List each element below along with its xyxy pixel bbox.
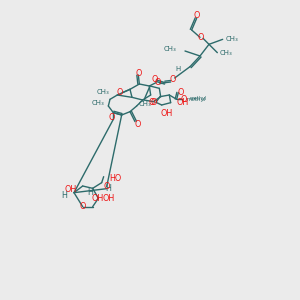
Text: OH: OH xyxy=(92,194,104,203)
Text: O: O xyxy=(169,76,176,85)
Text: CH₃: CH₃ xyxy=(97,89,109,95)
Text: OH: OH xyxy=(176,98,189,107)
Text: O: O xyxy=(152,76,158,85)
Text: H: H xyxy=(176,66,181,72)
Text: O: O xyxy=(151,98,157,107)
Text: O: O xyxy=(198,33,204,42)
Text: O: O xyxy=(135,120,141,129)
Text: O: O xyxy=(135,68,142,77)
Text: CH₃: CH₃ xyxy=(138,101,151,107)
Text: O: O xyxy=(116,88,122,97)
Text: methyl: methyl xyxy=(186,97,205,102)
Text: H: H xyxy=(88,188,94,197)
Text: OH: OH xyxy=(160,109,173,118)
Text: OH: OH xyxy=(64,185,77,194)
Text: methyl: methyl xyxy=(189,96,206,101)
Text: O: O xyxy=(103,182,110,191)
Text: O: O xyxy=(194,11,200,20)
Text: CH₃: CH₃ xyxy=(225,36,238,42)
Text: H: H xyxy=(62,191,68,200)
Text: CH₃: CH₃ xyxy=(163,46,176,52)
Text: OH: OH xyxy=(102,194,115,203)
Text: O: O xyxy=(181,95,187,104)
Text: O: O xyxy=(177,88,184,97)
Text: H: H xyxy=(105,184,111,193)
Text: O: O xyxy=(80,202,86,211)
Text: O: O xyxy=(155,78,161,87)
Text: O: O xyxy=(148,98,155,107)
Text: CH₃: CH₃ xyxy=(220,50,233,56)
Text: HO: HO xyxy=(110,174,122,183)
Text: CH₃: CH₃ xyxy=(91,100,104,106)
Text: O: O xyxy=(108,113,115,122)
